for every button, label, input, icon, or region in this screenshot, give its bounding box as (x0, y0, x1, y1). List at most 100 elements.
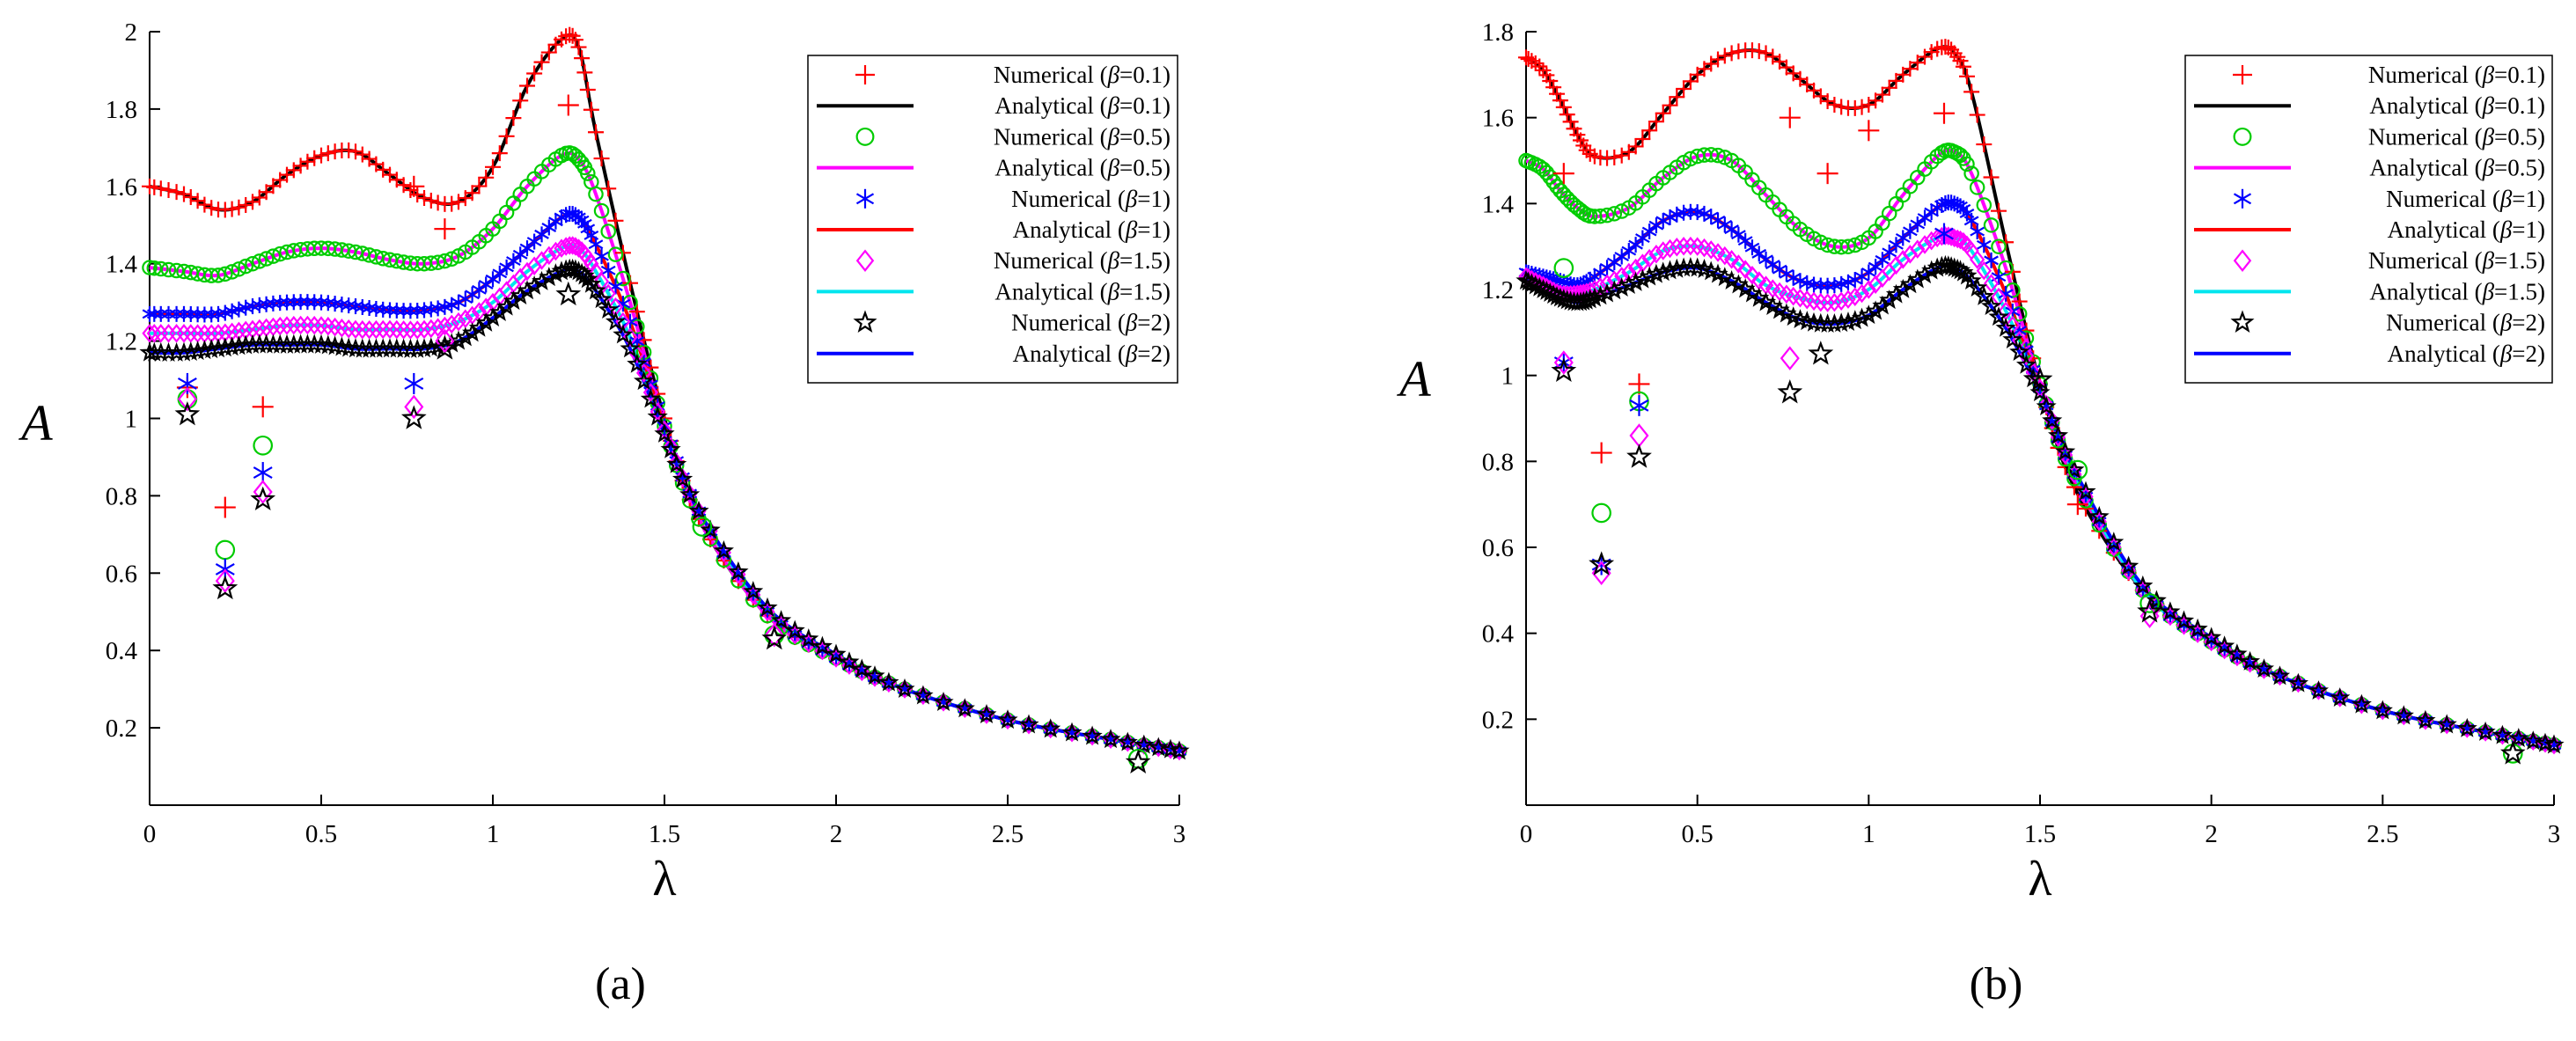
numerical-marker (176, 186, 192, 202)
numerical-marker (1860, 264, 1876, 281)
numerical-marker (1910, 239, 1926, 259)
numerical-marker (1984, 252, 1999, 268)
numerical-marker (1737, 260, 1753, 279)
numerical-marker (1963, 165, 1979, 181)
numerical-marker (1160, 738, 1181, 759)
numerical-marker (146, 305, 162, 322)
numerical-marker (867, 668, 883, 687)
numerical-marker (660, 438, 681, 458)
numerical-marker (1750, 43, 1767, 60)
numerical-point (253, 435, 273, 456)
numerical-marker (1963, 212, 1979, 229)
numerical-marker (583, 101, 599, 118)
numerical-marker (1100, 729, 1121, 749)
numerical-point (250, 486, 276, 511)
numerical-marker (1903, 223, 1918, 239)
numerical-marker (2009, 341, 2030, 361)
numerical-point (434, 218, 456, 240)
numerical-point (215, 539, 236, 561)
numerical-marker (1980, 296, 2002, 316)
numerical-marker (1169, 740, 1190, 760)
numerical-marker (1744, 239, 1760, 256)
y-tick-label: 1.8 (1482, 18, 1514, 47)
numerical-point (1934, 223, 1954, 245)
numerical-marker (183, 324, 199, 343)
legend-entry-label: Analytical (β=0.1) (2369, 92, 2545, 119)
numerical-marker (1995, 317, 2016, 337)
numerical-marker (429, 254, 446, 270)
numerical-point (252, 396, 274, 418)
numerical-marker (1874, 86, 1890, 103)
x-tick-label: 2 (2205, 820, 2218, 848)
numerical-marker (1599, 274, 1615, 294)
legend-marker-sample (2233, 249, 2252, 272)
numerical-point (1777, 379, 1803, 404)
numerical-marker (577, 268, 598, 289)
numerical-marker (1970, 250, 1985, 269)
numerical-marker (2456, 717, 2477, 737)
numerical-marker (1660, 260, 1681, 280)
numerical-marker (1717, 150, 1733, 165)
legend-entry-label: Analytical (β=1) (2388, 216, 2545, 243)
y-tick-label: 0.6 (1482, 534, 1514, 562)
numerical-point (2499, 740, 2526, 765)
numerical-marker (1559, 106, 1575, 123)
numerical-point (1816, 163, 1838, 185)
x-tick-label: 0 (1520, 820, 1533, 848)
numerical-marker (512, 92, 529, 109)
numerical-marker (1853, 283, 1870, 304)
numerical-point (557, 94, 579, 116)
numerical-point (1629, 423, 1649, 448)
numerical-marker (1628, 237, 1643, 253)
numerical-marker (570, 39, 587, 55)
numerical-marker (541, 246, 557, 266)
y-tick-label: 0.8 (106, 482, 137, 510)
numerical-marker (444, 251, 459, 268)
numerical-marker (499, 259, 514, 275)
numerical-marker (1625, 271, 1647, 291)
numerical-marker (2038, 394, 2054, 414)
numerical-marker (1531, 58, 1548, 75)
y-tick-label: 1.2 (1482, 276, 1514, 304)
numerical-marker (588, 236, 604, 253)
legend-entry-label: Numerical (β=1) (1011, 186, 1171, 212)
numerical-point (403, 175, 425, 197)
numerical-marker (1683, 150, 1699, 167)
numerical-marker (672, 468, 694, 488)
numerical-point (212, 575, 239, 600)
legend-entry-label: Analytical (β=0.5) (2369, 155, 2545, 181)
numerical-point (1629, 394, 1649, 416)
numerical-marker (1895, 250, 1911, 269)
numerical-marker (1578, 142, 1595, 158)
y-axis-title: A (18, 394, 53, 451)
legend: Numerical (β=0.1) Analytical (β=0.1) Numer… (2184, 55, 2553, 384)
y-tick-label: 1.4 (106, 251, 138, 279)
numerical-marker (492, 265, 508, 282)
numerical-marker (913, 685, 934, 705)
numerical-marker (642, 383, 659, 402)
numerical-marker (613, 324, 634, 344)
numerical-marker (663, 436, 679, 457)
numerical-marker (153, 260, 169, 277)
numerical-marker (1847, 237, 1863, 253)
numerical-marker (627, 353, 648, 373)
numerical-marker (577, 216, 592, 232)
numerical-marker (598, 299, 619, 319)
numerical-marker (512, 246, 528, 263)
numerical-point (555, 281, 582, 306)
numerical-marker (451, 194, 466, 210)
numerical-marker (423, 319, 439, 339)
numerical-marker (583, 253, 599, 274)
numerical-marker (622, 327, 638, 347)
numerical-marker (1117, 731, 1138, 751)
numerical-marker (427, 336, 449, 356)
numerical-marker (1635, 230, 1650, 246)
numerical-marker (933, 692, 954, 711)
numerical-point (432, 335, 458, 360)
numerical-marker (197, 306, 212, 323)
numerical-marker (743, 581, 764, 601)
numerical-marker (286, 315, 302, 335)
numerical-marker (146, 260, 163, 276)
numerical-marker (654, 422, 675, 443)
numerical-marker (647, 406, 668, 426)
